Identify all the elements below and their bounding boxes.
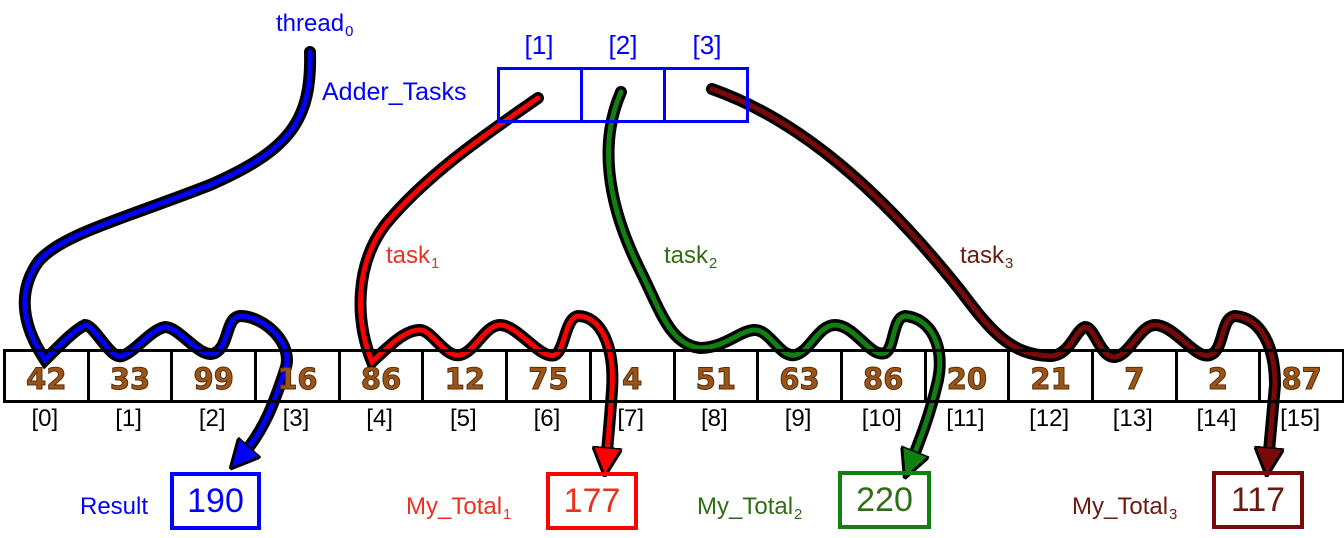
adder-task-cell-2 (583, 70, 666, 120)
my-total-3-label-text: My_Total (1072, 493, 1169, 520)
array-index: [1] (115, 405, 142, 432)
my-total-1-label-text: My_Total (406, 493, 503, 520)
task1-label: task1 (386, 242, 439, 272)
task3-arrow (706, 83, 1275, 462)
array-cell: 99 (173, 352, 258, 400)
array-cell: 21 (1010, 352, 1094, 400)
task2-label: task2 (664, 242, 717, 272)
array-cell: 75 (508, 352, 592, 400)
array-index: [13] (1112, 405, 1153, 432)
array-cell: 63 (759, 352, 843, 400)
array-cell: 87 (1281, 362, 1322, 397)
array-cell: 42 (6, 352, 90, 400)
array-index: [11] (946, 405, 985, 432)
array-index: [10] (861, 405, 902, 432)
data-array: 42 33 99 16 86 12 75 4 51 63 86 20 21 7 … (3, 349, 1344, 403)
array-index: [9] (784, 405, 812, 432)
array-index: [4] (366, 405, 393, 432)
task1-label-sub: 1 (431, 256, 440, 273)
task2-label-sub: 2 (709, 256, 718, 273)
array-index: [7] (617, 405, 644, 432)
array-index: [0] (31, 405, 59, 432)
task1-arrow (354, 92, 613, 462)
array-index: [6] (533, 405, 561, 432)
my-total-1-label: My_Total1 (406, 493, 511, 523)
task1-label-text: task (386, 242, 431, 269)
thread0-arrow (18, 46, 317, 458)
adder-tasks-index: [2] (608, 30, 638, 60)
result-box: 190 (170, 472, 261, 530)
my-total-2-box: 220 (838, 471, 931, 529)
adder-tasks-indices: [1] [2] [3] (497, 30, 749, 61)
task3-label-sub: 3 (1005, 256, 1014, 273)
my-total-1-box: 177 (546, 472, 638, 530)
array-index: [2] (198, 405, 226, 432)
task3-label: task3 (960, 242, 1013, 272)
array-index: [5] (449, 405, 477, 432)
array-index: [3] (282, 405, 310, 432)
my-total-3-label: My_Total3 (1072, 493, 1177, 523)
result-label: Result (80, 493, 148, 521)
array-indices: [0] [1] [2] [3] [4] [5] [6] [7] [8] [9] … (3, 405, 1342, 433)
adder-tasks-index: [3] (692, 30, 722, 60)
array-cell: 2 (1178, 352, 1262, 400)
array-index: [12] (1029, 405, 1070, 432)
array-index: [15] (1280, 405, 1321, 432)
array-cell: 12 (424, 352, 509, 400)
my-total-2-label-sub: 2 (794, 507, 803, 524)
array-index: [8] (701, 405, 728, 432)
adder-tasks-index: [1] (524, 30, 554, 60)
adder-task-cell-1 (500, 70, 583, 120)
thread0-label: thread0 (276, 10, 353, 40)
adder-task-cell-3 (666, 70, 746, 120)
array-cell: 7 (1094, 352, 1178, 400)
array-cell: 16 (257, 352, 341, 400)
my-total-2-label: My_Total2 (697, 493, 802, 523)
task3-label-text: task (960, 242, 1005, 269)
thread0-label-text: thread (276, 10, 345, 37)
thread0-label-sub: 0 (345, 24, 354, 41)
array-cell: 4 (592, 352, 676, 400)
my-total-3-box: 117 (1212, 471, 1304, 529)
result-label-text: Result (80, 493, 149, 520)
my-total-1-label-sub: 1 (503, 507, 512, 524)
array-cell: 33 (90, 352, 174, 400)
my-total-2-label-text: My_Total (697, 493, 794, 520)
array-cell: 86 (843, 352, 927, 400)
my-total-3-label-sub: 3 (1169, 507, 1178, 524)
array-cell: 86 (341, 352, 425, 400)
adder-tasks-label: Adder_Tasks (322, 78, 467, 106)
array-index: [14] (1196, 405, 1237, 432)
task2-label-text: task (664, 242, 709, 269)
array-cell: 51 (676, 352, 760, 400)
array-cell: 20 (927, 352, 1011, 400)
adder-tasks-array (497, 67, 749, 123)
